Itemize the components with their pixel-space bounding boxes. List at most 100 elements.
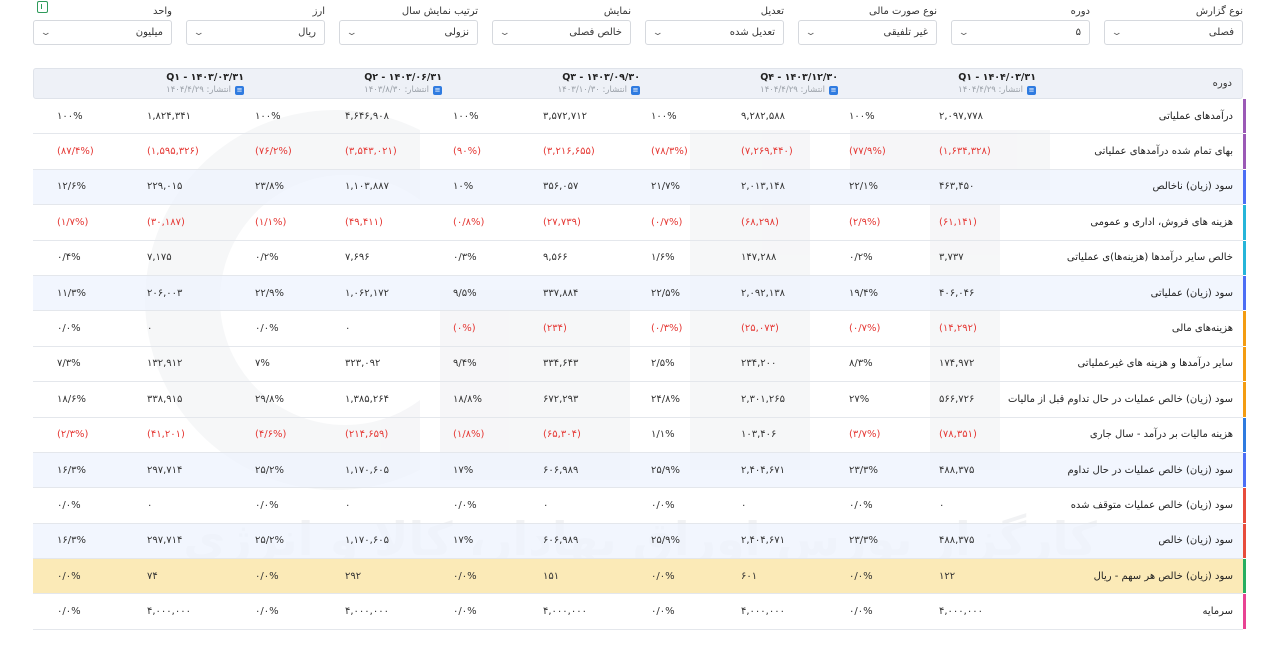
period-column-header[interactable]: Q۱ - ۱۴۰۴/۰۳/۳۱ ≡ انتشار: ۱۴۰۴/۴/۲۹ (844, 69, 1042, 98)
unit-select[interactable]: میلیون ⌄ (33, 20, 172, 45)
cell-value: (۴۹,۴۱۱) (345, 216, 383, 228)
row-color-marker (1243, 169, 1246, 205)
filter-label: تعدیل (760, 6, 784, 17)
cell-value: ۴۸۸,۳۷۵ (939, 535, 975, 547)
period-select[interactable]: ۵ ⌄ (951, 20, 1090, 45)
period-cell: ۲۰۶,۰۰۳ ۱۱/۳% (53, 276, 251, 310)
filter-statement-type: نوع صورت مالی غیر تلفیقی ⌄ (798, 4, 937, 52)
table-row: هزینه های فروش، اداری و عمومی (۶۱,۱۴۱) (۲/… (33, 205, 1246, 241)
cell-percent: ۷% (255, 358, 270, 370)
row-color-marker (1243, 205, 1246, 240)
cell-percent: ۱۰۰% (57, 110, 83, 122)
cell-percent: (۴/۶%) (255, 429, 287, 441)
select-value: غیر تلفیقی (883, 27, 928, 38)
period-column-header[interactable]: Q۲ - ۱۴۰۳/۰۶/۳۱ ≡ انتشار: ۱۴۰۳/۸/۳۰ (250, 69, 448, 98)
document-icon[interactable]: ≡ (235, 85, 244, 95)
cell-value: ۷,۱۷۵ (147, 252, 172, 264)
table-row: سود (زیان) خالص هر سهم - ریال ۱۲۲ ۰/۰% ۶۰۱ ۰… (33, 559, 1246, 595)
cell-value: (۲۵,۰۷۳) (741, 323, 779, 335)
cell-percent: ۱۷% (453, 464, 474, 476)
statement-type-select[interactable]: غیر تلفیقی ⌄ (798, 20, 937, 45)
period-column-header[interactable]: Q۱ - ۱۴۰۳/۰۳/۳۱ ≡ انتشار: ۱۴۰۴/۴/۲۹ (52, 69, 250, 98)
cell-value: ۳۲۳,۰۹۲ (345, 358, 381, 370)
row-label: سود (زیان) خالص هر سهم - ریال (1093, 570, 1233, 582)
select-value: خالص فصلی (569, 27, 622, 38)
adjustment-select[interactable]: تعدیل شده ⌄ (645, 20, 784, 45)
row-color-marker (1243, 99, 1246, 134)
document-icon[interactable]: ≡ (1027, 85, 1036, 95)
cell-percent: ۲۲/۵% (651, 287, 680, 299)
cell-value: ۹,۵۶۶ (543, 252, 568, 264)
cell-percent: ۲۴/۸% (651, 393, 680, 405)
cell-value: ۴۰۶,۰۴۶ (939, 287, 975, 299)
excel-export-icon[interactable] (37, 1, 48, 13)
cell-value: ۰ (939, 499, 945, 511)
row-color-marker (1243, 488, 1246, 523)
period-cell: ۴۸۸,۳۷۵ ۲۳/۳% (845, 453, 1043, 487)
cell-value: (۴۱,۲۰۱) (147, 429, 185, 441)
row-label: هزینه های فروش، اداری و عمومی (1090, 216, 1233, 228)
currency-select[interactable]: ریال ⌄ (186, 20, 325, 45)
period-name: Q۳ - ۱۴۰۳/۰۹/۳۰ (562, 72, 640, 83)
cell-value: ۳,۷۳۷ (939, 252, 964, 264)
year-order-select[interactable]: نزولی ⌄ (339, 20, 478, 45)
document-icon[interactable]: ≡ (631, 85, 640, 95)
table-row: سود (زیان) خالص ۴۸۸,۳۷۵ ۲۳/۳% ۲,۴۰۴,۶۷۱ ۲۵/۹… (33, 523, 1246, 560)
display-select[interactable]: خالص فصلی ⌄ (492, 20, 631, 45)
period-cell: (۳,۲۱۶,۶۵۵) (۹۰%) (449, 134, 647, 168)
table-row: سود (زیان) خالص عملیات در حال تداوم قبل … (33, 382, 1246, 418)
period-cell: ۹,۵۶۶ ۰/۳% (449, 241, 647, 275)
period-column-header[interactable]: Q۳ - ۱۴۰۳/۰۹/۳۰ ≡ انتشار: ۱۴۰۳/۱۰/۳۰ (448, 69, 646, 98)
filter-label: نوع گزارش (1195, 6, 1243, 17)
select-value: ریال (298, 27, 316, 38)
cell-value: ۲,۳۰۱,۲۶۵ (741, 393, 785, 405)
row-color-marker (1243, 346, 1246, 382)
cell-value: ۴,۰۰۰,۰۰۰ (741, 606, 785, 618)
cell-percent: (۷۶/۲%) (255, 146, 292, 158)
period-cell: (۴۹,۴۱۱) (۱/۱%) (251, 205, 449, 239)
chevron-down-icon: ⌄ (345, 27, 358, 38)
cell-value: ۶۰۱ (741, 570, 758, 582)
row-label: سود (زیان) ناخالص (1152, 181, 1233, 193)
cell-percent: ۰/۰% (651, 606, 675, 618)
report-type-select[interactable]: فصلی ⌄ (1104, 20, 1243, 45)
row-color-marker (1243, 523, 1246, 559)
period-cell: ۶۰۶,۹۸۹ ۱۷% (449, 453, 647, 487)
cell-value: (۲۱۴,۶۵۹) (345, 429, 389, 441)
period-cell: ۲۳۴,۲۰۰ ۲/۵% (647, 347, 845, 381)
document-icon[interactable]: ≡ (829, 85, 838, 95)
cell-value: (۳۰,۱۸۷) (147, 216, 185, 228)
chevron-down-icon: ⌄ (39, 27, 52, 38)
cell-value: ۲,۰۹۲,۱۳۸ (741, 287, 785, 299)
cell-value: (۶۵,۳۰۴) (543, 429, 581, 441)
row-label: سود (زیان) خالص عملیات در حال تداوم قبل … (1008, 393, 1233, 405)
cell-percent: (۷۸/۳%) (651, 146, 688, 158)
table-row: سود (زیان) خالص عملیات متوقف شده ۰ ۰/۰% ۰ ۰/… (33, 488, 1246, 524)
cell-value: ۳۳۸,۹۱۵ (147, 393, 183, 405)
period-cell: ۱,۸۲۴,۳۴۱ ۱۰۰% (53, 99, 251, 133)
cell-percent: ۰/۰% (651, 570, 675, 582)
cell-percent: (۲/۹%) (849, 216, 881, 228)
period-column-header[interactable]: Q۴ - ۱۴۰۳/۱۲/۳۰ ≡ انتشار: ۱۴۰۴/۴/۲۹ (646, 69, 844, 98)
table-row: سایر درآمدها و هزینه های غیرعملیاتی ۱۷۴,۹… (33, 346, 1246, 383)
period-cell: ۱,۳۸۵,۲۶۴ ۲۹/۸% (251, 382, 449, 416)
cell-percent: ۱۹/۴% (849, 287, 878, 299)
select-value: ۵ (1075, 27, 1081, 38)
cell-percent: (۷۷/۹%) (849, 146, 886, 158)
period-cell: ۴۸۸,۳۷۵ ۲۳/۳% (845, 524, 1043, 558)
cell-percent: ۲۵/۹% (651, 535, 680, 547)
publish-date: ≡ انتشار: ۱۴۰۳/۸/۳۰ (250, 84, 442, 96)
period-cell: ۲,۰۱۳,۱۴۸ ۲۱/۷% (647, 170, 845, 204)
cell-value: ۱,۱۷۰,۶۰۵ (345, 535, 389, 547)
table-row: سود (زیان) ناخالص ۴۶۳,۴۵۰ ۲۲/۱% ۲,۰۱۳,۱۴۸ ۲۱… (33, 169, 1246, 206)
document-icon[interactable]: ≡ (433, 85, 442, 95)
filter-label: ارز (312, 6, 325, 17)
cell-value: ۷۴ (147, 570, 158, 582)
cell-percent: (۹۰%) (453, 146, 482, 158)
cell-value: ۴,۰۰۰,۰۰۰ (147, 606, 191, 618)
period-cell: ۰ ۰/۰% (53, 488, 251, 522)
row-color-marker (1243, 134, 1246, 169)
cell-value: ۶۷۲,۲۹۳ (543, 393, 579, 405)
filter-label: واحد (152, 6, 172, 17)
period-cell: ۶۷۲,۲۹۳ ۱۸/۸% (449, 382, 647, 416)
